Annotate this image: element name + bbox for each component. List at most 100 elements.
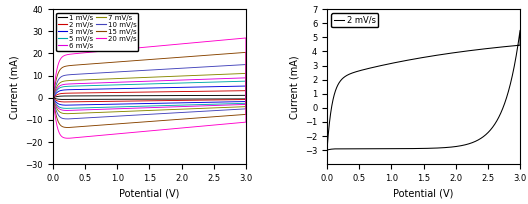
- 5 mV/s: [180, 82, 186, 84]
- 2 mV/s: [243, 90, 249, 92]
- 3 mV/s: [180, 86, 186, 89]
- Line: 6 mV/s: 6 mV/s: [53, 78, 246, 111]
- 3 mV/s: [217, 85, 223, 88]
- 10 mV/s: [217, 65, 223, 67]
- 1 mV/s: [233, 98, 239, 100]
- 10 mV/s: [50, 96, 56, 99]
- 10 mV/s: [180, 67, 186, 69]
- 5 mV/s: [217, 81, 223, 83]
- 10 mV/s: [233, 108, 239, 111]
- 20 mV/s: [50, 96, 56, 99]
- Line: 7 mV/s: 7 mV/s: [53, 73, 246, 114]
- 1 mV/s: [180, 94, 186, 97]
- 1 mV/s: [50, 96, 56, 99]
- 7 mV/s: [50, 96, 56, 99]
- 1 mV/s: [225, 98, 231, 100]
- 1 mV/s: [115, 95, 121, 97]
- 6 mV/s: [233, 104, 239, 106]
- 5 mV/s: [233, 102, 239, 105]
- 5 mV/s: [115, 84, 121, 86]
- 20 mV/s: [115, 49, 121, 51]
- 20 mV/s: [180, 42, 186, 45]
- 10 mV/s: [50, 96, 56, 99]
- 6 mV/s: [101, 81, 107, 84]
- 7 mV/s: [225, 106, 231, 109]
- 2 mV/s: [444, 146, 450, 149]
- Line: 20 mV/s: 20 mV/s: [53, 38, 246, 138]
- 6 mV/s: [50, 96, 56, 99]
- 7 mV/s: [101, 78, 107, 80]
- Line: 1 mV/s: 1 mV/s: [53, 95, 246, 100]
- 20 mV/s: [243, 37, 249, 39]
- 15 mV/s: [101, 62, 107, 64]
- 20 mV/s: [101, 50, 107, 52]
- 2 mV/s: [512, 59, 518, 61]
- X-axis label: Potential (V): Potential (V): [393, 188, 454, 198]
- 2 mV/s: [517, 29, 523, 32]
- 5 mV/s: [50, 96, 56, 99]
- 5 mV/s: [50, 96, 56, 99]
- 15 mV/s: [233, 114, 239, 116]
- 2 mV/s: [324, 149, 330, 151]
- Legend: 2 mV/s: 2 mV/s: [331, 13, 379, 27]
- X-axis label: Potential (V): Potential (V): [119, 188, 180, 198]
- 15 mV/s: [180, 56, 186, 58]
- Y-axis label: Current (mA): Current (mA): [289, 55, 299, 119]
- 5 mV/s: [101, 84, 107, 86]
- 2 mV/s: [225, 99, 231, 101]
- 15 mV/s: [225, 114, 231, 117]
- 3 mV/s: [243, 85, 249, 87]
- 6 mV/s: [180, 79, 186, 81]
- 2 mV/s: [217, 90, 223, 92]
- Line: 5 mV/s: 5 mV/s: [53, 81, 246, 108]
- 7 mV/s: [180, 75, 186, 77]
- 20 mV/s: [225, 123, 231, 125]
- Line: 3 mV/s: 3 mV/s: [53, 86, 246, 105]
- 20 mV/s: [50, 96, 56, 99]
- 1 mV/s: [101, 95, 107, 97]
- 2 mV/s: [115, 91, 121, 94]
- Y-axis label: Current (mA): Current (mA): [10, 55, 20, 119]
- 2 mV/s: [324, 149, 330, 151]
- 3 mV/s: [50, 96, 56, 99]
- Line: 10 mV/s: 10 mV/s: [53, 64, 246, 119]
- Legend: 1 mV/s, 2 mV/s, 3 mV/s, 5 mV/s, 6 mV/s, 7 mV/s, 10 mV/s, 15 mV/s, 20 mV/s: 1 mV/s, 2 mV/s, 3 mV/s, 5 mV/s, 6 mV/s, …: [56, 13, 138, 51]
- 6 mV/s: [64, 109, 71, 112]
- 15 mV/s: [243, 51, 249, 54]
- 6 mV/s: [243, 77, 249, 79]
- 3 mV/s: [115, 88, 121, 90]
- 3 mV/s: [101, 88, 107, 90]
- 15 mV/s: [50, 96, 56, 99]
- 3 mV/s: [64, 104, 70, 106]
- 3 mV/s: [225, 101, 231, 103]
- 2 mV/s: [50, 96, 56, 99]
- 2 mV/s: [331, 93, 337, 96]
- 2 mV/s: [180, 90, 186, 93]
- 20 mV/s: [65, 137, 71, 140]
- 3 mV/s: [50, 96, 56, 99]
- 7 mV/s: [64, 112, 71, 115]
- 6 mV/s: [225, 104, 231, 106]
- 20 mV/s: [233, 122, 239, 124]
- 15 mV/s: [64, 126, 71, 129]
- 1 mV/s: [50, 96, 56, 99]
- 2 mV/s: [50, 96, 56, 99]
- 1 mV/s: [65, 98, 71, 101]
- 7 mV/s: [115, 77, 121, 80]
- Line: 2 mV/s: 2 mV/s: [327, 30, 520, 150]
- 6 mV/s: [50, 96, 56, 99]
- 5 mV/s: [225, 103, 231, 105]
- 2 mV/s: [101, 91, 107, 94]
- 10 mV/s: [243, 63, 249, 66]
- 7 mV/s: [233, 106, 239, 108]
- Line: 2 mV/s: 2 mV/s: [53, 91, 246, 102]
- 15 mV/s: [217, 53, 223, 55]
- 10 mV/s: [101, 71, 107, 74]
- 10 mV/s: [64, 118, 71, 120]
- Line: 15 mV/s: 15 mV/s: [53, 52, 246, 128]
- 1 mV/s: [217, 94, 223, 97]
- 7 mV/s: [50, 96, 56, 99]
- 2 mV/s: [233, 99, 239, 101]
- 2 mV/s: [498, 46, 505, 48]
- 7 mV/s: [243, 72, 249, 75]
